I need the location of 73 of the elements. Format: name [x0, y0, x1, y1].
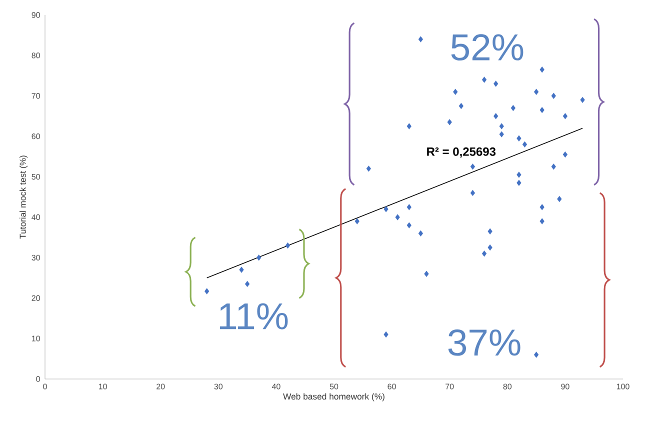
- annotation: R² = 0,25693: [427, 147, 496, 158]
- point: [447, 119, 452, 126]
- point: [580, 96, 585, 103]
- point: [540, 66, 544, 73]
- point: [418, 36, 423, 42]
- point: [540, 218, 544, 224]
- point: [482, 250, 487, 257]
- x-tick-label: 30: [214, 384, 223, 390]
- y-tick-label: 50: [32, 174, 40, 180]
- point: [494, 113, 498, 120]
- y-tick-label: 90: [32, 12, 40, 18]
- point: [534, 352, 539, 358]
- point: [499, 123, 504, 130]
- point: [458, 103, 464, 109]
- y-tick-label: 0: [36, 376, 40, 382]
- point: [488, 228, 492, 234]
- x-tick-label: 50: [330, 384, 338, 390]
- point: [384, 332, 388, 338]
- x-tick-label: 100: [616, 384, 630, 390]
- y-tick-label: 30: [32, 254, 40, 260]
- point: [551, 164, 556, 170]
- y-tick-label: 70: [32, 93, 40, 99]
- point: [494, 80, 498, 87]
- point: [534, 88, 539, 95]
- point: [540, 107, 544, 113]
- point: [354, 218, 360, 224]
- point: [488, 244, 492, 250]
- point: [384, 206, 388, 212]
- annotation: 11%: [220, 303, 288, 330]
- y-tick-label: 20: [32, 295, 40, 301]
- x-tick-label: 70: [446, 384, 454, 390]
- y-axis-title: Tutorial mock test (%): [20, 156, 28, 239]
- point: [424, 270, 429, 277]
- point: [470, 190, 475, 196]
- y-tick-label: 80: [32, 52, 40, 58]
- point: [418, 230, 423, 236]
- point: [540, 204, 544, 210]
- point: [551, 92, 556, 99]
- point: [245, 281, 250, 287]
- x-tick-label: 80: [503, 384, 512, 390]
- point: [482, 76, 487, 83]
- point: [406, 222, 412, 228]
- x-axis-title: Web based homework (%): [283, 393, 384, 402]
- x-tick-label: 40: [272, 384, 280, 390]
- point: [239, 266, 244, 273]
- point: [285, 242, 290, 248]
- y-tick-label: 60: [32, 134, 40, 140]
- point: [204, 288, 210, 294]
- point: [510, 105, 516, 111]
- point: [516, 180, 522, 186]
- y-tick-label: 10: [32, 336, 40, 342]
- annotation: 52%: [451, 34, 524, 61]
- x-tick-label: 60: [388, 384, 396, 390]
- x-tick-label: 0: [43, 384, 47, 390]
- point: [522, 141, 528, 148]
- point: [562, 152, 568, 158]
- x-tick-label: 90: [561, 384, 570, 390]
- point: [406, 123, 412, 130]
- point: [557, 196, 562, 202]
- point: [562, 113, 568, 120]
- x-tick-label: 10: [98, 384, 107, 390]
- point: [516, 135, 522, 142]
- x-tick-label: 20: [156, 384, 165, 390]
- point: [406, 204, 412, 210]
- point: [366, 166, 371, 172]
- point: [499, 131, 504, 138]
- point: [470, 164, 475, 170]
- point: [395, 214, 400, 220]
- point: [453, 88, 458, 95]
- annotation: 37%: [448, 329, 520, 356]
- point: [256, 254, 262, 261]
- point: [516, 172, 522, 178]
- y-tick-label: 40: [32, 214, 40, 220]
